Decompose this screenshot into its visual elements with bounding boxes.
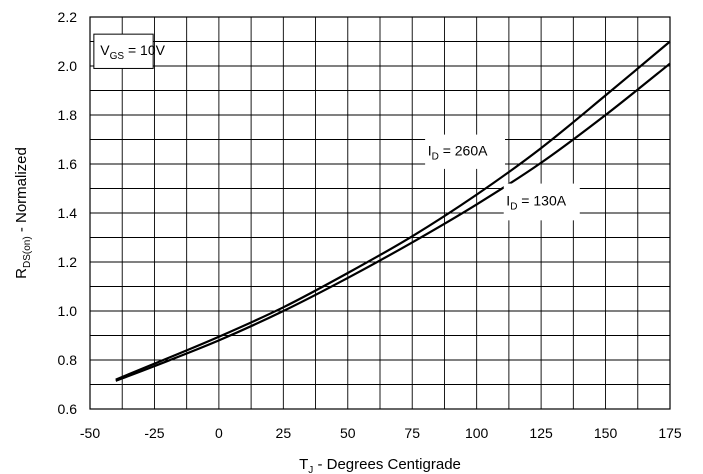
vgs-annotation: VGS = 10V (93, 33, 166, 69)
y-axis-title: RDS(on) - Normalized (13, 147, 33, 279)
series-label-260a: ID = 260A (425, 134, 506, 169)
x-tick-label: 100 (465, 425, 489, 441)
tick-labels: -50 -25 0 25 50 75 100 125 150 175 0.6 0.8 1.0 1.2 1.4… (58, 9, 682, 441)
y-tick-label: 0.8 (58, 352, 78, 368)
y-tick-label: 1.8 (58, 107, 78, 123)
y-tick-label: 2.2 (58, 9, 78, 25)
series-label-130a-text: ID = 130A (506, 193, 566, 213)
plot-frame (89, 16, 671, 410)
vgs-annotation-box (93, 33, 154, 69)
y-tick-label: 1.6 (58, 156, 78, 172)
y-tick-label: 2.0 (58, 58, 78, 74)
x-tick-label: 50 (340, 425, 356, 441)
x-tick-label: 175 (658, 425, 682, 441)
vgs-annotation-text: VGS = 10V (100, 42, 165, 62)
series-label-130a-bg (503, 183, 580, 221)
grid (90, 17, 670, 409)
x-tick-label: -25 (144, 425, 164, 441)
y-tick-label: 0.6 (58, 401, 78, 417)
series-layer (115, 40, 671, 382)
series-line-130a (115, 62, 671, 382)
series-line-260a (115, 40, 671, 381)
x-tick-label: 125 (529, 425, 553, 441)
x-tick-label: 75 (404, 425, 420, 441)
series-label-260a-text: ID = 260A (428, 142, 488, 162)
x-tick-label: -50 (80, 425, 100, 441)
x-tick-label: 0 (215, 425, 223, 441)
y-tick-label: 1.4 (58, 205, 78, 221)
y-tick-label: 1.0 (58, 303, 78, 319)
x-axis-title: TJ - Degrees Centigrade (299, 456, 461, 474)
x-tick-label: 25 (276, 425, 292, 441)
series-label-260a-bg (425, 134, 506, 169)
series-label-130a: ID = 130A (503, 183, 580, 221)
x-tick-label: 150 (594, 425, 618, 441)
y-tick-label: 1.2 (58, 254, 78, 270)
